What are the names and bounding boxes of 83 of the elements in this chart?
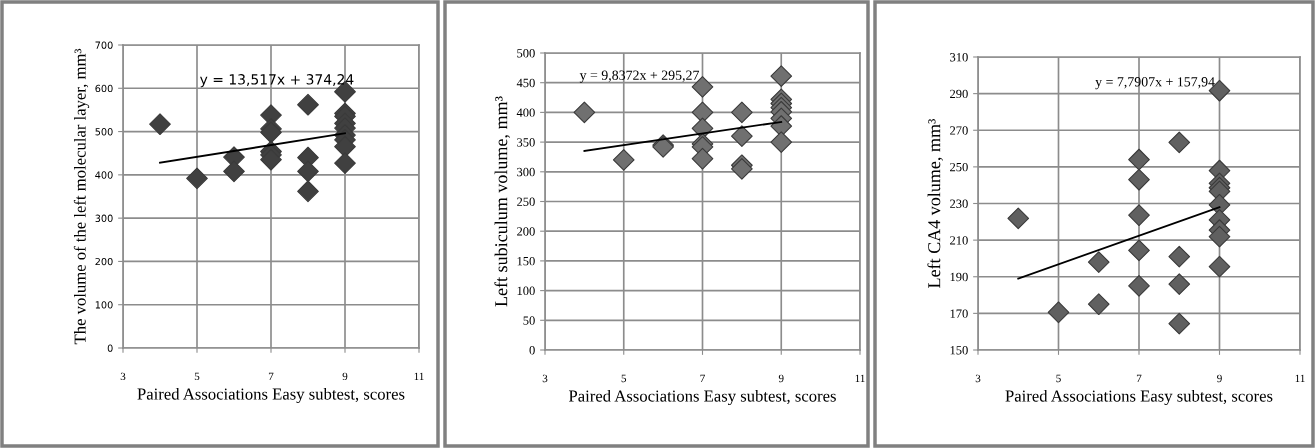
y-tick-label: 150 — [517, 256, 535, 266]
x-axis-title: Paired Associations Easy subtest, scores — [1005, 389, 1273, 406]
y-tick-label: 350 — [517, 138, 535, 147]
y-tick-label: 270 — [950, 126, 968, 135]
point — [612, 149, 635, 171]
point — [691, 147, 714, 170]
point — [1168, 245, 1191, 268]
x-tick-label: 5 — [194, 372, 200, 381]
y-tick-label: 250 — [517, 197, 535, 206]
y-tick-label: 170 — [950, 309, 968, 318]
annotation: y = 9,8372x + 295,27 — [579, 70, 700, 83]
y-axis-title: The volume of the left molecular layer, mm³ — [73, 48, 90, 345]
y-tick-label: 100 — [517, 286, 535, 296]
y-tick-label: 210 — [950, 236, 968, 245]
point — [731, 125, 753, 148]
point — [297, 160, 319, 183]
point — [260, 148, 282, 171]
point — [334, 135, 356, 158]
x-tick-label: 3 — [120, 372, 126, 381]
y-axis-title: Left CA4 volume, mm³ — [927, 118, 943, 288]
point — [731, 101, 753, 124]
point — [1087, 251, 1110, 273]
point — [1168, 131, 1191, 154]
y-tick-label: 300 — [517, 167, 535, 177]
point — [186, 167, 208, 190]
y-tick-label: 700 — [95, 41, 113, 49]
point — [334, 152, 356, 175]
x-tick-label: 5 — [621, 374, 627, 383]
point — [297, 93, 319, 116]
x-tick-label: 7 — [268, 372, 274, 381]
y-tick-label: 150 — [950, 346, 968, 355]
y-tick-label: 500 — [517, 49, 535, 58]
y-tick-label: 190 — [950, 272, 968, 282]
x-tick-label: 9 — [1217, 374, 1222, 383]
x-tick-label: 3 — [975, 374, 981, 383]
y-tick-label: 230 — [950, 199, 968, 208]
y-tick-label: 500 — [95, 128, 113, 136]
y-tick-label: 200 — [95, 257, 113, 266]
y-tick-label: 400 — [95, 171, 113, 179]
y-tick-label: 600 — [95, 84, 113, 93]
y-tick-label: 0 — [107, 344, 113, 352]
x-tick-label: 5 — [1056, 374, 1061, 383]
x-tick-label: 11 — [1295, 374, 1305, 383]
point — [1168, 312, 1191, 335]
y-tick-label: 400 — [516, 108, 535, 117]
point — [1128, 275, 1150, 297]
point — [1208, 255, 1231, 278]
x-tick-label: 9 — [342, 372, 348, 381]
y-tick-label: 250 — [950, 162, 968, 172]
point — [1087, 293, 1110, 316]
point — [770, 131, 793, 153]
y-tick-label: 100 — [95, 301, 113, 309]
point — [297, 180, 319, 203]
x-tick-label: 7 — [700, 374, 705, 383]
x-tick-label: 11 — [414, 372, 424, 381]
point — [770, 65, 793, 88]
point — [223, 160, 245, 183]
y-tick-label: 200 — [517, 227, 535, 236]
point — [573, 101, 596, 124]
x-tick-label: 3 — [542, 374, 548, 383]
x-tick-label: 11 — [855, 374, 865, 383]
y-tick-label: 300 — [95, 214, 113, 222]
point — [1128, 239, 1150, 262]
x-tick-label: 7 — [1136, 374, 1142, 383]
x-axis-title: Paired Associations Easy subtest, scores — [137, 387, 405, 404]
annotation: y = 13,517x + 374,24 — [200, 74, 354, 88]
point — [1047, 301, 1070, 324]
y-tick-label: 310 — [950, 53, 968, 62]
x-axis-title: Paired Associations Easy subtest, scores — [568, 389, 836, 406]
point — [149, 113, 171, 136]
y-tick-label: 50 — [523, 316, 535, 325]
y-tick-label: 290 — [950, 89, 968, 99]
point — [1128, 204, 1150, 227]
y-tick-label: 0 — [529, 346, 535, 355]
y-axis-title: Left subiculum volume, mm³ — [494, 96, 510, 307]
point — [1168, 273, 1191, 295]
x-tick-label: 9 — [778, 374, 784, 383]
annotation: y = 7,7907x + 157,94 — [1095, 77, 1215, 90]
y-tick-label: 450 — [516, 78, 535, 88]
point — [1208, 225, 1231, 248]
point — [1128, 168, 1150, 191]
point — [1128, 148, 1150, 171]
point — [1007, 207, 1030, 230]
